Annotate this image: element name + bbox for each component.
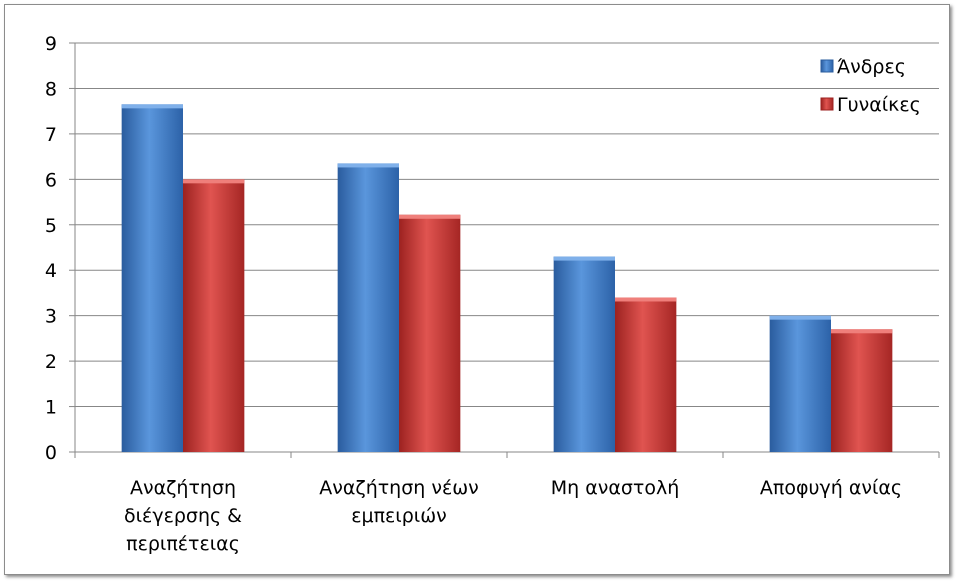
bar-cap (831, 329, 893, 334)
y-tick-label: 1 (45, 397, 57, 419)
bar-cap (769, 315, 831, 320)
x-category-label: Μη αναστολή (551, 477, 680, 499)
x-category-label-line: εμπειριών (351, 505, 447, 527)
x-category-label: Αποφυγή ανίας (760, 477, 902, 499)
legend: Άνδρες Γυναίκες (820, 56, 921, 116)
y-tick-label: 5 (45, 215, 57, 237)
bar-gynaikes (615, 297, 677, 452)
bar-cap (615, 297, 677, 302)
bar-body (337, 163, 399, 452)
x-category-label: Αναζήτηση διέγερσης & περιπέτειας (124, 477, 242, 555)
bar-body (121, 104, 183, 452)
x-category-label-line: περιπέτειας (126, 533, 240, 555)
bar-andres (337, 163, 399, 452)
bar-body (183, 179, 245, 453)
x-category-label: Αναζήτηση νέων εμπειριών (319, 477, 479, 527)
bar-andres (121, 104, 183, 452)
x-category-label-line: Αναζήτηση (130, 477, 236, 499)
grouped-bar-chart: 0 1 2 3 4 5 6 7 8 9 Αναζήτηση διέγερσης & περιπέτει… (45, 33, 940, 555)
y-axis-ticks: 0 1 2 3 4 5 6 7 8 9 (45, 33, 57, 464)
bar-gynaikes (183, 179, 245, 453)
bar-cap (183, 179, 245, 184)
legend-label: Γυναίκες (837, 94, 921, 116)
y-tick-label: 0 (45, 442, 57, 464)
bar-body (831, 329, 893, 452)
bar-cap (121, 104, 183, 109)
legend-swatch (820, 97, 834, 111)
x-category-label-line: Μη αναστολή (551, 477, 680, 499)
bar-cap (553, 256, 615, 261)
x-category-label-line: Αποφυγή ανίας (760, 477, 902, 499)
x-category-label-line: Αναζήτηση νέων (319, 477, 479, 499)
bar-gynaikes (831, 329, 893, 452)
bar-body (399, 214, 461, 452)
legend-swatch (820, 59, 834, 73)
y-tick-label: 7 (45, 124, 57, 146)
bars (121, 104, 893, 453)
x-category-label-line: διέγερσης & (124, 505, 242, 527)
bar-cap (337, 163, 399, 168)
bar-andres (769, 315, 831, 452)
bar-cap (399, 214, 461, 219)
y-tick-label: 2 (45, 351, 57, 373)
bar-body (553, 256, 615, 452)
legend-label: Άνδρες (837, 56, 906, 78)
bar-body (615, 297, 677, 452)
bar-body (769, 315, 831, 452)
y-tick-label: 9 (45, 33, 57, 55)
y-tick-label: 3 (45, 306, 57, 328)
y-tick-label: 6 (45, 169, 57, 191)
x-axis-labels: Αναζήτηση διέγερσης & περιπέτειαςΑναζήτηση… (124, 477, 902, 555)
bar-andres (553, 256, 615, 452)
y-tick-label: 8 (45, 78, 57, 100)
bar-gynaikes (399, 214, 461, 452)
y-tick-label: 4 (45, 260, 57, 282)
chart-frame: 0 1 2 3 4 5 6 7 8 9 Αναζήτηση διέγερσης & περιπέτει… (4, 4, 950, 575)
